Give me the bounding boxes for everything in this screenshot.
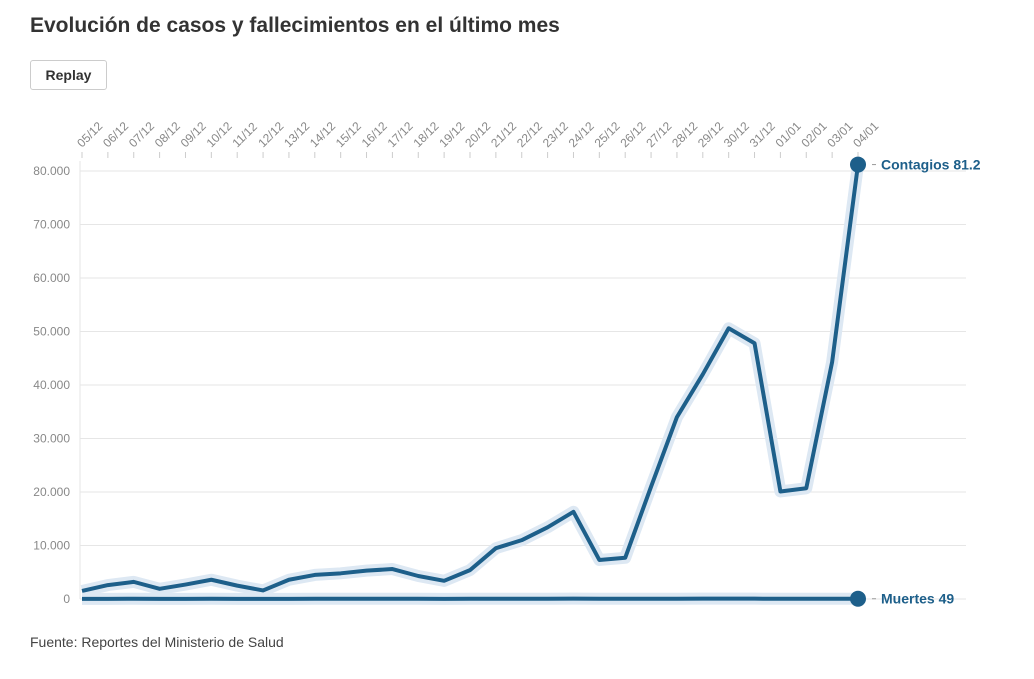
- x-tick-label: 18/12: [410, 119, 441, 150]
- end-label: Muertes 49: [881, 590, 954, 606]
- x-tick-label: 12/12: [255, 119, 286, 150]
- y-tick-label: 60.000: [33, 271, 70, 285]
- x-tick-label: 17/12: [385, 119, 416, 150]
- x-tick-label: 30/12: [721, 119, 752, 150]
- x-tick-label: 25/12: [592, 119, 623, 150]
- line: [81, 164, 860, 593]
- x-tick-label: 20/12: [462, 119, 493, 150]
- x-tick-label: 13/12: [281, 119, 312, 150]
- y-tick-label: 10.000: [33, 539, 70, 553]
- x-tick-label: 22/12: [514, 119, 545, 150]
- y-tick-label: 40.000: [33, 378, 70, 392]
- line-halo: [80, 163, 864, 597]
- x-tick-label: 11/12: [229, 119, 260, 150]
- x-tick-label: 01/01: [773, 119, 804, 150]
- x-tick-label: 05/12: [74, 119, 105, 150]
- y-tick-label: 30.000: [33, 432, 70, 446]
- end-dot: [850, 156, 866, 173]
- y-tick-label: 20.000: [33, 485, 70, 499]
- x-tick-label: 08/12: [152, 119, 183, 150]
- x-tick-label: 03/01: [824, 119, 855, 150]
- x-tick-label: 28/12: [669, 119, 700, 150]
- x-tick-label: 15/12: [333, 119, 364, 150]
- x-tick-label: 26/12: [617, 119, 648, 150]
- x-tick-label: 09/12: [178, 119, 209, 150]
- y-tick-label: 50.000: [33, 325, 70, 339]
- x-tick-label: 04/01: [850, 119, 881, 150]
- x-tick-label: 19/12: [436, 119, 467, 150]
- x-tick-label: 27/12: [643, 119, 674, 150]
- replay-button[interactable]: Replay: [30, 60, 107, 90]
- x-tick-label: 07/12: [126, 119, 157, 150]
- end-label: Contagios 81.2: [881, 156, 981, 172]
- x-tick-label: 02/01: [798, 119, 829, 150]
- x-tick-label: 31/12: [747, 119, 778, 150]
- end-dot: [850, 590, 866, 607]
- y-tick-label: 70.000: [33, 218, 70, 232]
- x-tick-label: 23/12: [540, 119, 571, 150]
- title: Evolución de casos y fallecimientos en e…: [30, 14, 560, 37]
- x-tick-label: 14/12: [307, 119, 338, 150]
- x-tick-label: 06/12: [100, 119, 131, 150]
- chart: 0 10.000 20.000 30.000 40.000 50.000 60.000 70.…: [33, 119, 981, 607]
- x-tick-label: 16/12: [359, 119, 390, 150]
- y-tick-label: 80.000: [33, 164, 70, 178]
- source: Fuente: Reportes del Ministerio de Salud: [30, 634, 284, 650]
- x-tick-label: 10/12: [204, 119, 235, 150]
- x-tick-label: 24/12: [566, 119, 597, 150]
- x-tick-label: 29/12: [695, 119, 726, 150]
- y-tick-label: 0: [63, 592, 70, 606]
- x-tick-label: 21/12: [488, 119, 519, 150]
